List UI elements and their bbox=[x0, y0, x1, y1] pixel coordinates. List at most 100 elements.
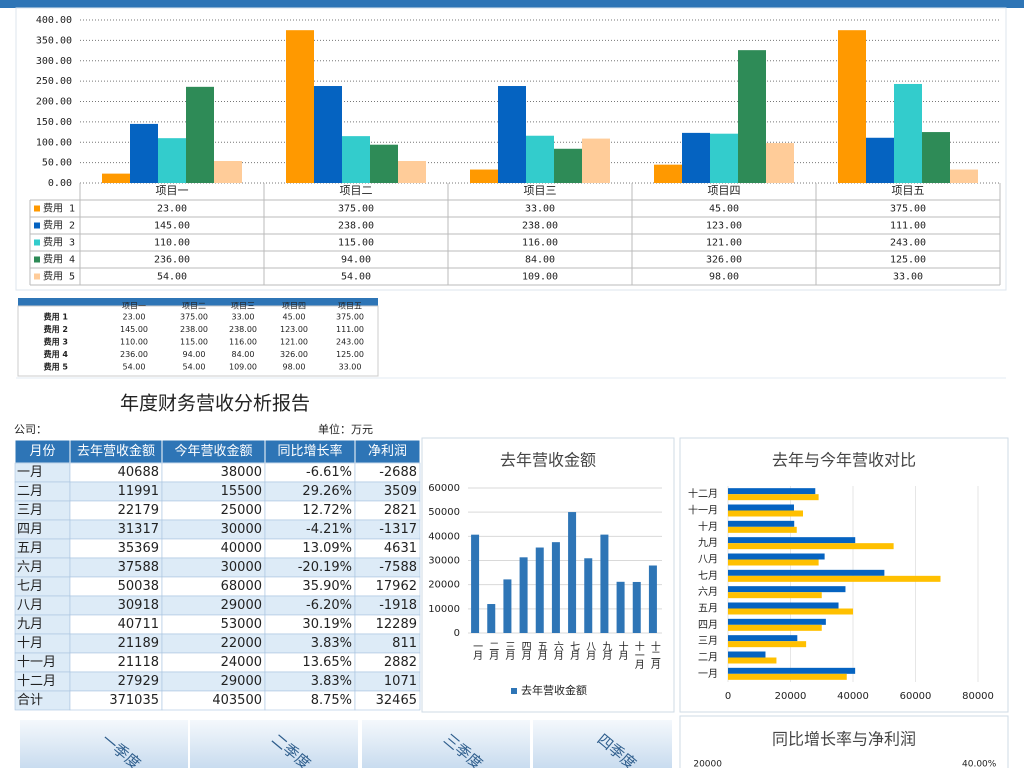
bar bbox=[314, 86, 342, 183]
cell: 27929 bbox=[118, 674, 159, 689]
y-tick-label: 50.00 bbox=[42, 158, 72, 169]
bar bbox=[648, 565, 657, 633]
y-tick-label: 0.00 bbox=[48, 178, 72, 189]
data-label: 23.00 bbox=[157, 204, 187, 215]
column-header: 项目二 bbox=[182, 302, 206, 311]
row-header: 五月 bbox=[17, 541, 43, 556]
cell: 24000 bbox=[221, 655, 262, 670]
bar bbox=[728, 553, 825, 560]
bar bbox=[728, 618, 826, 625]
quarter-tile[interactable] bbox=[533, 720, 672, 768]
cell: -2688 bbox=[379, 465, 417, 480]
bar bbox=[728, 537, 856, 544]
bar bbox=[728, 586, 846, 593]
cell: 40688 bbox=[118, 465, 159, 480]
cell: 53000 bbox=[221, 617, 262, 632]
quarter-tile[interactable] bbox=[362, 720, 530, 768]
bar bbox=[286, 30, 314, 183]
bar bbox=[682, 132, 710, 183]
x-tick-label: 项目三 bbox=[524, 184, 557, 197]
cell: 238.00 bbox=[180, 325, 208, 334]
data-label: 110.00 bbox=[154, 238, 190, 249]
data-label: 125.00 bbox=[890, 255, 926, 266]
cell: 30918 bbox=[118, 598, 159, 613]
cell: 115.00 bbox=[180, 338, 208, 347]
bar bbox=[568, 512, 577, 633]
legend-swatch bbox=[34, 222, 40, 229]
bar bbox=[600, 534, 609, 633]
cell: 121.00 bbox=[280, 338, 308, 347]
row-header: 三月 bbox=[17, 503, 43, 518]
bar bbox=[551, 542, 560, 633]
cell: 30000 bbox=[221, 560, 262, 575]
cell: 371035 bbox=[109, 693, 159, 708]
data-label: 33.00 bbox=[893, 272, 923, 283]
y-tick-label: 20000 bbox=[693, 760, 722, 768]
data-label: 98.00 bbox=[709, 272, 739, 283]
row-header: 十二月 bbox=[17, 674, 56, 689]
data-label: 243.00 bbox=[890, 238, 926, 249]
cell: 12289 bbox=[376, 617, 417, 632]
data-label: 111.00 bbox=[890, 221, 926, 232]
legend-label: 费用 5 bbox=[43, 270, 75, 283]
row-header: 一月 bbox=[17, 465, 43, 480]
bar bbox=[582, 138, 610, 183]
cell: 29000 bbox=[221, 598, 262, 613]
bar bbox=[728, 673, 847, 680]
bar bbox=[728, 510, 803, 517]
legend-swatch bbox=[34, 205, 40, 212]
bar bbox=[554, 148, 582, 183]
chart-panel bbox=[421, 437, 675, 713]
data-label: 33.00 bbox=[525, 204, 555, 215]
company-label: 公司： bbox=[14, 423, 47, 436]
bar bbox=[728, 624, 822, 631]
x-tick-label: 二月 bbox=[487, 641, 499, 661]
chart-title: 去年与今年营收对比 bbox=[772, 451, 916, 470]
bar bbox=[728, 559, 819, 566]
x-tick-label: 80000 bbox=[962, 691, 994, 702]
bar bbox=[838, 30, 866, 183]
y-tick-label: 七月 bbox=[698, 570, 718, 582]
bar bbox=[728, 602, 839, 609]
data-label: 54.00 bbox=[341, 272, 371, 283]
cell: 2821 bbox=[384, 503, 417, 518]
x-tick-label: 项目一 bbox=[156, 184, 189, 197]
bar bbox=[130, 123, 158, 183]
legend-swatch bbox=[34, 273, 40, 280]
row-header: 七月 bbox=[17, 579, 43, 594]
legend-swatch bbox=[34, 239, 40, 246]
bar bbox=[398, 160, 426, 183]
bar bbox=[728, 526, 797, 533]
y-tick-label: 250.00 bbox=[36, 76, 72, 87]
y-tick-label: 30000 bbox=[428, 556, 460, 567]
top-bar bbox=[0, 0, 1024, 8]
bar bbox=[728, 641, 807, 648]
cell: -1317 bbox=[379, 522, 417, 537]
bar bbox=[342, 136, 370, 183]
row-header: 合计 bbox=[17, 693, 43, 708]
cell: 33.00 bbox=[339, 363, 362, 372]
cell: -7588 bbox=[379, 560, 417, 575]
y-tick-label: 400.00 bbox=[36, 15, 72, 26]
data-label: 145.00 bbox=[154, 221, 190, 232]
cell: 111.00 bbox=[336, 325, 364, 334]
quarter-tile[interactable] bbox=[20, 720, 188, 768]
data-label: 238.00 bbox=[522, 221, 558, 232]
cell: 33.00 bbox=[232, 313, 255, 322]
data-label: 94.00 bbox=[341, 255, 371, 266]
cell: 84.00 bbox=[232, 350, 255, 359]
cell: 243.00 bbox=[336, 338, 364, 347]
data-label: 236.00 bbox=[154, 255, 190, 266]
x-tick-label: 十一月 bbox=[632, 640, 644, 670]
bar bbox=[728, 488, 816, 495]
cell: 1071 bbox=[384, 674, 417, 689]
bar bbox=[616, 581, 625, 633]
quarter-tile[interactable] bbox=[190, 720, 358, 768]
cell: 125.00 bbox=[336, 350, 364, 359]
cell-bg bbox=[354, 690, 421, 711]
y-tick-label: 十一月 bbox=[688, 504, 718, 517]
y-tick-label: 三月 bbox=[698, 635, 718, 647]
cell: 31317 bbox=[118, 522, 159, 537]
x-tick-label: 一月 bbox=[471, 641, 483, 661]
cell: 811 bbox=[392, 636, 417, 651]
